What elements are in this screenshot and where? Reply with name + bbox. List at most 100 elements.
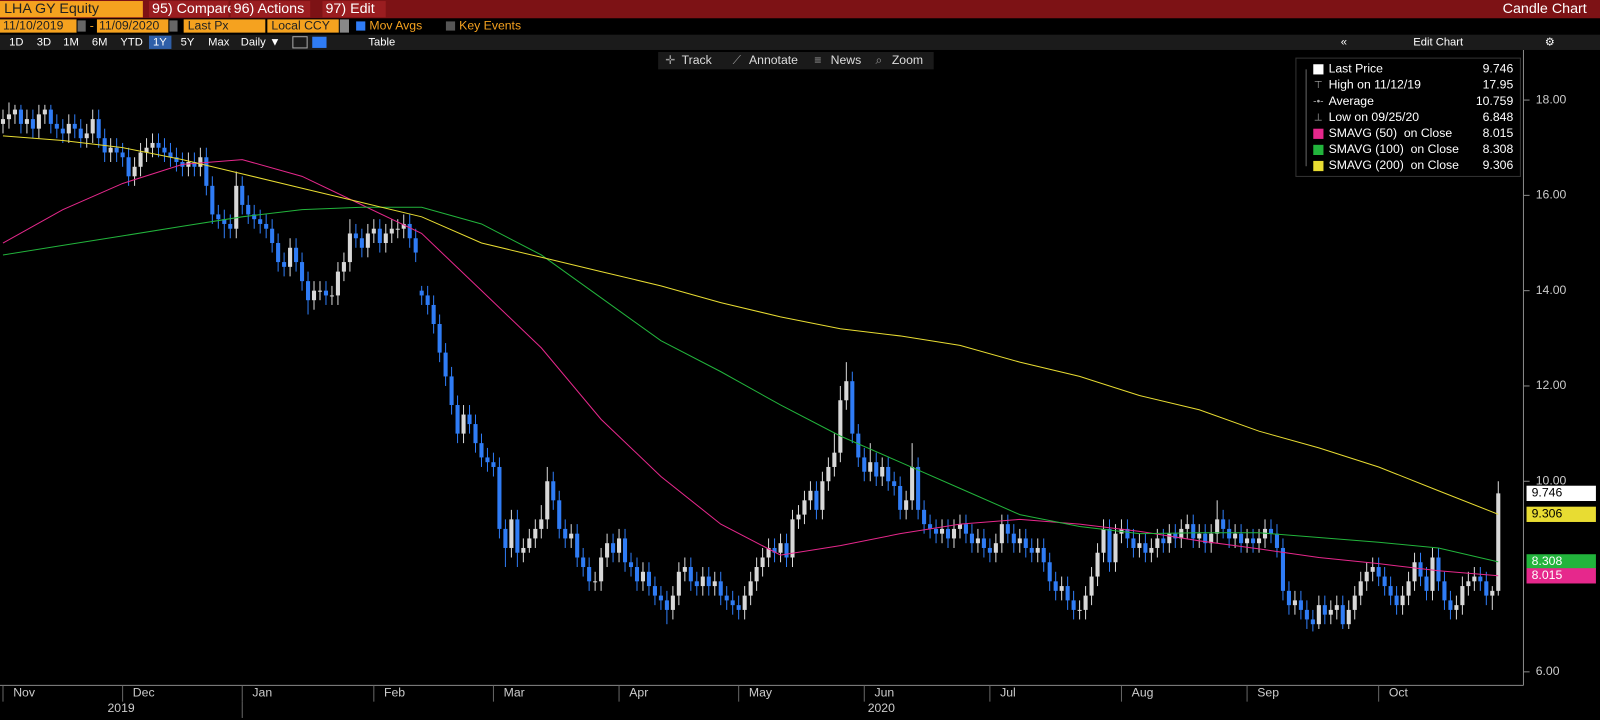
candle-body	[1280, 547, 1285, 591]
collapse-icon[interactable]: «	[1341, 36, 1347, 48]
calendar-icon[interactable]	[169, 20, 178, 32]
candle-body	[1484, 581, 1489, 596]
menu-label[interactable]: 95) Compare	[152, 1, 235, 17]
range-button[interactable]: Max	[208, 36, 230, 48]
candle-body	[1125, 528, 1130, 539]
range-button[interactable]: 1D	[9, 36, 23, 48]
currency-box[interactable]	[267, 19, 339, 33]
tool-button[interactable]: Zoom	[892, 53, 923, 67]
menu-button[interactable]	[230, 1, 311, 18]
table-button[interactable]: Table	[368, 36, 395, 48]
y-tick-label: 16.00	[1536, 188, 1567, 202]
start-date-box[interactable]	[0, 19, 77, 33]
edit-chart[interactable]: Edit Chart	[1413, 36, 1464, 48]
candle-body	[987, 547, 992, 553]
candle-body	[204, 157, 209, 186]
y-tick-label: 6.00	[1536, 664, 1560, 678]
menu-button[interactable]	[322, 1, 386, 18]
period[interactable]: Daily	[241, 36, 266, 48]
candle-body	[311, 290, 317, 301]
candle-body	[736, 605, 741, 610]
candle-body	[1065, 586, 1070, 601]
range-button[interactable]: 5Y	[181, 36, 195, 48]
legend-value: 17.95	[1483, 78, 1514, 92]
candle-body	[222, 219, 227, 224]
ticker-box[interactable]	[0, 1, 143, 18]
end-date-box[interactable]	[96, 19, 169, 33]
mov-avgs[interactable]: Mov Avgs	[369, 19, 422, 33]
candle-body	[551, 481, 556, 501]
candle-body	[868, 462, 873, 472]
candle-body	[957, 524, 963, 529]
candle-body	[832, 452, 837, 467]
candle-body	[1077, 609, 1082, 611]
legend-glyph: -•-	[1313, 96, 1323, 107]
candle-body	[234, 185, 239, 229]
candle-body	[1436, 557, 1441, 582]
menu-label[interactable]: 97) Edit	[326, 1, 375, 17]
candle-body	[1215, 519, 1220, 534]
field-box[interactable]	[183, 19, 266, 33]
candle-body	[1346, 609, 1351, 625]
candle-body	[401, 223, 406, 229]
x-tick-label: Apr	[629, 686, 648, 700]
candle-body	[1358, 581, 1363, 596]
mov-avgs-checkbox[interactable]	[356, 21, 366, 31]
price-tag	[1526, 554, 1596, 570]
candle-body	[66, 123, 71, 134]
tool-button[interactable]: Track	[682, 53, 713, 67]
candle-body	[862, 457, 867, 472]
candle-body	[628, 562, 634, 568]
candle-body	[0, 119, 6, 124]
key-events-checkbox[interactable]	[445, 21, 456, 31]
candle-body	[1083, 595, 1088, 610]
moving-average-line	[2, 206, 1499, 563]
tool-icon: ✛	[665, 53, 675, 67]
menu-label[interactable]: 96) Actions	[234, 1, 305, 17]
candle-body	[1209, 533, 1214, 544]
candle-body	[138, 152, 143, 167]
candle-body	[1292, 600, 1297, 606]
price-tag-label: 9.746	[1532, 486, 1563, 500]
candle-body	[688, 567, 693, 582]
candle-body	[1191, 524, 1196, 539]
candle-body	[569, 533, 574, 539]
candle-body	[156, 142, 161, 148]
candle-body	[1041, 547, 1046, 563]
date-dash: -	[90, 19, 94, 33]
range-button[interactable]: 6M	[92, 36, 108, 48]
candle-body	[258, 219, 263, 224]
candle-type-icon[interactable]	[312, 36, 327, 48]
range-button[interactable]: 3D	[37, 36, 51, 48]
settings-icon[interactable]: ⚙	[1545, 36, 1555, 48]
candle-body	[317, 290, 323, 292]
range-button[interactable]: YTD	[120, 36, 142, 48]
candle-body	[766, 547, 771, 558]
ticker: LHA GY Equity	[4, 1, 100, 17]
range-selected[interactable]	[148, 35, 172, 49]
candle-body	[1256, 538, 1262, 544]
candle-body	[1388, 586, 1393, 596]
tool-button[interactable]: News	[831, 53, 862, 67]
chart-type-icon[interactable]	[292, 36, 308, 49]
currency-dropdown[interactable]	[339, 19, 349, 33]
key-events[interactable]: Key Events	[459, 19, 521, 33]
candle-body	[1274, 533, 1280, 548]
candle-body	[838, 400, 843, 453]
candle-body	[377, 228, 382, 244]
calendar-icon[interactable]	[77, 20, 86, 32]
candle-body	[814, 490, 819, 510]
tool-button[interactable]: Annotate	[749, 53, 798, 67]
view-title: Candle Chart	[1503, 1, 1587, 17]
candle-body	[742, 595, 747, 610]
candle-body	[934, 528, 939, 534]
candle-body	[969, 533, 974, 544]
menu-button[interactable]	[148, 1, 229, 18]
range-button[interactable]: 1Y	[153, 36, 167, 48]
candle-body	[981, 538, 986, 548]
candle-body	[36, 114, 41, 129]
range-button[interactable]: 1M	[63, 36, 79, 48]
candle-body	[126, 157, 131, 177]
candle-body	[383, 233, 388, 244]
